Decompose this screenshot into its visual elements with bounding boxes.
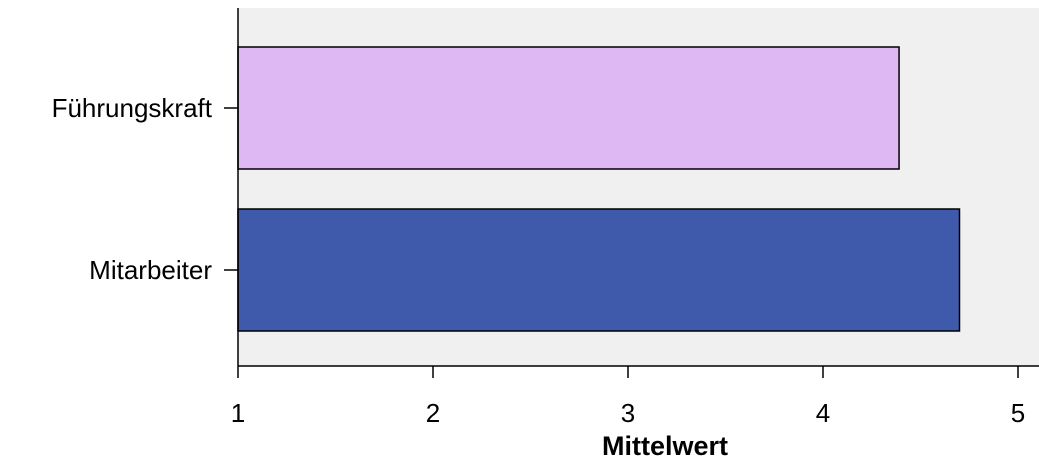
bar-2 (237, 208, 961, 332)
x-tick-label: 1 (231, 398, 245, 428)
x-tick-label: 5 (1011, 398, 1025, 428)
y-tick-label: Führungskraft (52, 93, 213, 123)
x-tick-label: 4 (816, 398, 830, 428)
y-tick-label: Mitarbeiter (89, 255, 212, 285)
y-axis-ticks: Führungskraft Mitarbeiter (52, 93, 238, 285)
x-axis-ticks: 1 2 3 4 5 (231, 366, 1025, 428)
x-tick-label: 3 (621, 398, 635, 428)
bars-layer (237, 46, 961, 332)
x-axis-title: Mittelwert (602, 431, 728, 460)
bar-1 (237, 46, 900, 170)
x-tick-label: 2 (426, 398, 440, 428)
